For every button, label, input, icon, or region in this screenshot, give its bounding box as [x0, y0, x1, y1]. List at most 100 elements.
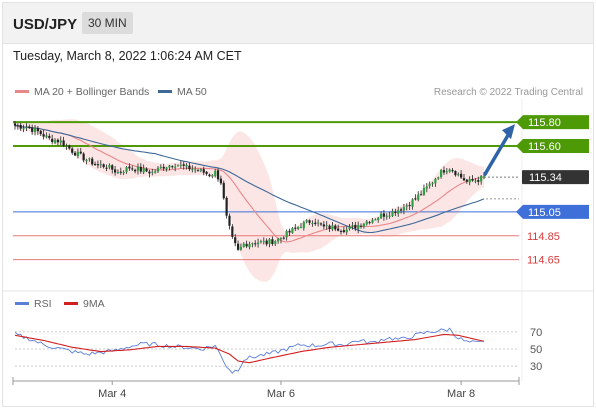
candle-body	[239, 246, 243, 250]
candle-body	[319, 223, 323, 225]
candle-body	[348, 226, 351, 229]
candle-body	[414, 198, 417, 200]
candle-body	[202, 169, 205, 173]
candle-body	[19, 124, 22, 129]
candle-body	[31, 127, 34, 132]
forecast-arrow-head	[502, 124, 515, 140]
candle-body	[262, 241, 265, 243]
candle-body	[454, 170, 457, 176]
candle-body	[388, 215, 391, 217]
candle-body	[154, 171, 157, 173]
candle-body	[331, 225, 334, 230]
forecast-arrow-shaft	[483, 128, 513, 176]
candle-body	[56, 139, 59, 143]
candle-body	[282, 237, 285, 239]
candle-body	[176, 165, 180, 167]
candle-body	[79, 151, 82, 154]
candle-body	[168, 165, 171, 168]
candle-body	[314, 222, 317, 225]
candle-body	[36, 128, 39, 132]
candle-body	[265, 240, 268, 245]
candle-body	[171, 166, 174, 168]
candle-body	[442, 170, 446, 173]
candle-body	[51, 138, 54, 143]
resistance-label: 115.60	[528, 141, 561, 153]
candle-body	[259, 241, 263, 243]
candle-body	[62, 140, 65, 146]
candle-body	[165, 167, 168, 170]
ma9-legend-label: 9MA	[83, 298, 105, 310]
candle-body	[185, 164, 188, 167]
resistance-tag	[516, 115, 589, 130]
candle-body	[374, 219, 377, 221]
candle-body	[22, 128, 25, 130]
candle-body	[368, 222, 371, 224]
ma50-legend-swatch	[158, 90, 172, 93]
candle-body	[294, 227, 297, 229]
candle-body	[91, 158, 94, 165]
candle-body	[397, 210, 400, 214]
candle-body	[68, 145, 71, 149]
candle-body	[285, 231, 288, 238]
ma50-legend-label: MA 50	[177, 86, 207, 98]
candle-body	[474, 180, 477, 182]
candle-body	[440, 170, 443, 178]
candle-body	[399, 209, 403, 211]
support-label: 114.85	[527, 231, 560, 243]
candle-body	[382, 213, 386, 217]
candle-body	[448, 169, 451, 172]
candle-body	[151, 171, 154, 173]
candle-body	[291, 228, 294, 234]
x-axis: Mar 4 Mar 6 Mar 8	[12, 377, 520, 400]
candle-body	[274, 241, 277, 244]
bollinger-band-area	[15, 119, 484, 282]
support-label: 114.65	[527, 255, 560, 267]
candle-body	[128, 166, 131, 169]
candle-body	[211, 175, 214, 177]
candle-body	[251, 243, 254, 245]
symbol-label: USD/JPY	[13, 16, 78, 33]
candle-body	[122, 172, 125, 174]
candle-body	[385, 215, 388, 217]
candle-body	[82, 153, 85, 161]
forecast-arrow	[483, 124, 515, 176]
candle-body	[425, 186, 428, 189]
candle-body	[102, 164, 105, 168]
candle-body	[408, 205, 411, 207]
ma20-legend-label: MA 20 + Bollinger Bands	[34, 86, 149, 98]
rsi-level-label: 50	[530, 344, 542, 356]
rsi-ma-line	[14, 333, 485, 364]
ma20-legend-swatch	[15, 90, 29, 93]
timeframe-button[interactable]: 30 MIN	[82, 12, 133, 34]
candle-body	[48, 135, 51, 138]
candle-body	[225, 197, 228, 216]
credit-label: Research © 2022 Trading Central	[434, 87, 583, 98]
candle-body	[417, 194, 420, 200]
resistance-label: 115.80	[528, 117, 561, 129]
resistance-tag	[516, 139, 589, 154]
candle-body	[131, 168, 134, 170]
candle-body	[337, 228, 340, 231]
candle-body	[322, 224, 325, 227]
moving-averages	[14, 125, 519, 243]
candle-body	[194, 169, 197, 171]
ma50-line	[14, 125, 485, 234]
candle-body	[311, 223, 314, 225]
candle-body	[85, 159, 88, 162]
candle-body	[231, 226, 234, 237]
candle-body	[99, 164, 102, 166]
candle-body	[245, 243, 248, 247]
candle-body	[53, 140, 57, 143]
candle-body	[199, 169, 202, 171]
x-axis-tick-label: Mar 6	[267, 388, 295, 400]
rsi-legend-swatch	[15, 302, 29, 305]
current-price-tag	[522, 170, 589, 185]
rsi-line	[14, 327, 485, 374]
candle-body	[457, 174, 460, 176]
candle-body	[145, 168, 148, 172]
candle-body	[182, 164, 185, 166]
candle-body	[357, 225, 360, 230]
candle-body	[39, 130, 42, 135]
candle-body	[136, 166, 140, 171]
candle-body	[402, 207, 406, 211]
